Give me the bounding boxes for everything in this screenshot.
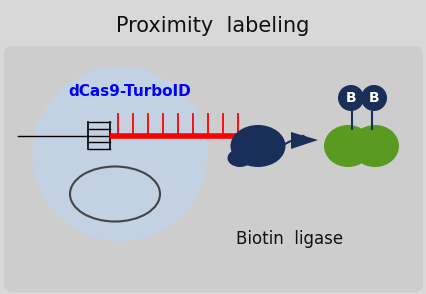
Ellipse shape xyxy=(227,149,252,167)
Ellipse shape xyxy=(32,66,207,241)
Ellipse shape xyxy=(350,125,398,167)
Text: B: B xyxy=(368,91,378,105)
Ellipse shape xyxy=(323,125,371,167)
Ellipse shape xyxy=(337,85,363,111)
Ellipse shape xyxy=(230,125,285,167)
Text: B: B xyxy=(345,91,355,105)
Ellipse shape xyxy=(360,85,386,111)
Text: Proximity  labeling: Proximity labeling xyxy=(116,16,309,36)
FancyBboxPatch shape xyxy=(4,46,422,292)
Polygon shape xyxy=(290,132,317,149)
Text: dCas9-TurboID: dCas9-TurboID xyxy=(68,84,190,99)
Text: Biotin  ligase: Biotin ligase xyxy=(236,230,343,248)
FancyArrowPatch shape xyxy=(288,131,309,143)
